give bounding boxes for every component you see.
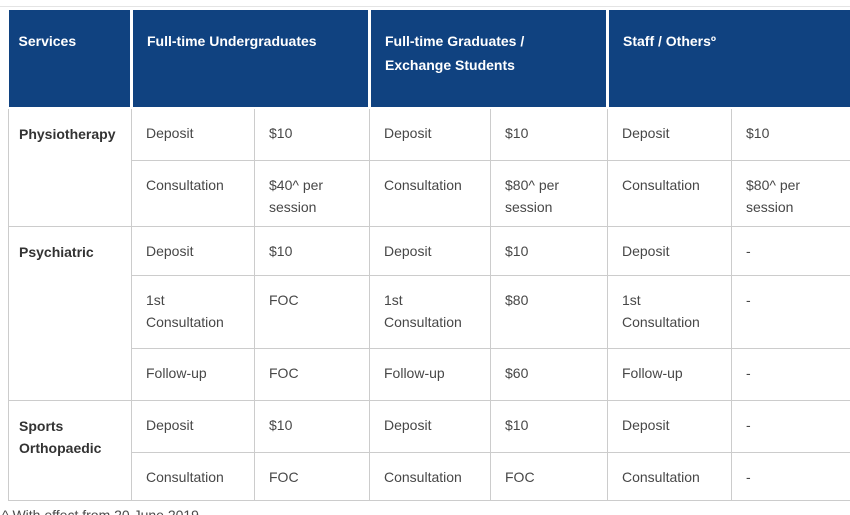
top-divider (0, 6, 850, 7)
fee-item-cell: Deposit (131, 225, 255, 276)
header-services: Services (8, 10, 132, 109)
header-graduates-label: Full-time Graduates / Exchange Students (385, 33, 525, 73)
fee-value-cell: $80 (490, 274, 608, 349)
header-services-label: Services (18, 33, 77, 49)
fee-item-cell: Deposit (369, 107, 491, 161)
fee-value-cell: - (731, 451, 850, 501)
table-row: Sports Orthopaedic Deposit $10 Deposit $… (8, 399, 850, 501)
header-undergraduates-label: Full-time Undergraduates (147, 33, 317, 49)
services-fees-table: Services Full-time Undergraduates Full-t… (8, 10, 850, 501)
fee-value-cell: $60 (490, 347, 608, 401)
service-name-sports-orthopaedic: Sports Orthopaedic (8, 399, 132, 501)
fee-item-cell: Deposit (607, 107, 732, 161)
table-row: Consultation FOC Consultation FOC Consul… (9, 451, 850, 501)
fee-item-cell: 1st Consultation (607, 274, 732, 349)
header-row: Services Full-time Undergraduates Full-t… (8, 10, 850, 109)
fee-item-cell: Deposit (369, 399, 491, 453)
fee-value-cell: - (731, 347, 850, 401)
fee-item-cell: Deposit (131, 399, 255, 453)
fee-value-cell: $10 (490, 225, 608, 276)
table-row: Follow-up FOC Follow-up $60 Follow-up - (9, 347, 850, 401)
fee-value-cell: - (731, 399, 850, 453)
fee-item-cell: Consultation (369, 159, 491, 227)
fee-value-cell: - (731, 274, 850, 349)
fee-item-cell: Follow-up (607, 347, 732, 401)
fee-item-cell: Consultation (131, 159, 255, 227)
fee-item-cell: Consultation (369, 451, 491, 501)
fee-value-cell: $10 (490, 107, 608, 161)
fee-item-cell: 1st Consultation (369, 274, 491, 349)
fee-item-cell: Deposit (607, 399, 732, 453)
fee-item-cell: Follow-up (369, 347, 491, 401)
fee-value-cell: FOC (254, 451, 370, 501)
header-graduates: Full-time Graduates / Exchange Students (368, 10, 608, 109)
table-row: Physiotherapy Deposit $10 Deposit $10 De… (8, 107, 850, 227)
fee-item-cell: Consultation (607, 451, 732, 501)
table-row: Consultation $40^ per session Consultati… (9, 159, 850, 227)
fee-value-cell: $10 (254, 399, 370, 453)
table-row: 1st Consultation FOC 1st Consultation $8… (9, 274, 850, 349)
fee-item-cell: Consultation (607, 159, 732, 227)
fee-value-cell: $10 (254, 107, 370, 161)
fee-item-cell: Consultation (131, 451, 255, 501)
fee-value-cell: $80^ per session (490, 159, 608, 227)
fee-item-cell: Follow-up (131, 347, 255, 401)
table-row: Psychiatric Deposit $10 Deposit $10 Depo… (8, 225, 850, 401)
fee-value-cell: FOC (490, 451, 608, 501)
fee-item-cell: Deposit (607, 225, 732, 276)
fee-item-cell: 1st Consultation (131, 274, 255, 349)
service-name-psychiatric: Psychiatric (8, 225, 132, 401)
header-undergraduates: Full-time Undergraduates (130, 10, 370, 109)
fee-value-cell: FOC (254, 274, 370, 349)
fee-value-cell: $10 (490, 399, 608, 453)
fee-item-cell: Deposit (131, 107, 255, 161)
fee-item-cell: Deposit (369, 225, 491, 276)
fee-value-cell: $80^ per session (731, 159, 850, 227)
fee-value-cell: FOC (254, 347, 370, 401)
fee-value-cell: $40^ per session (254, 159, 370, 227)
fee-value-cell: - (731, 225, 850, 276)
fee-value-cell: $10 (254, 225, 370, 276)
service-name-physiotherapy: Physiotherapy (8, 107, 132, 227)
fee-value-cell: $10 (731, 107, 850, 161)
header-staff: Staff / Othersº (606, 10, 850, 109)
footnote: ^ With effect from 20 June 2019 (2, 506, 199, 515)
header-staff-label: Staff / Othersº (623, 33, 717, 49)
